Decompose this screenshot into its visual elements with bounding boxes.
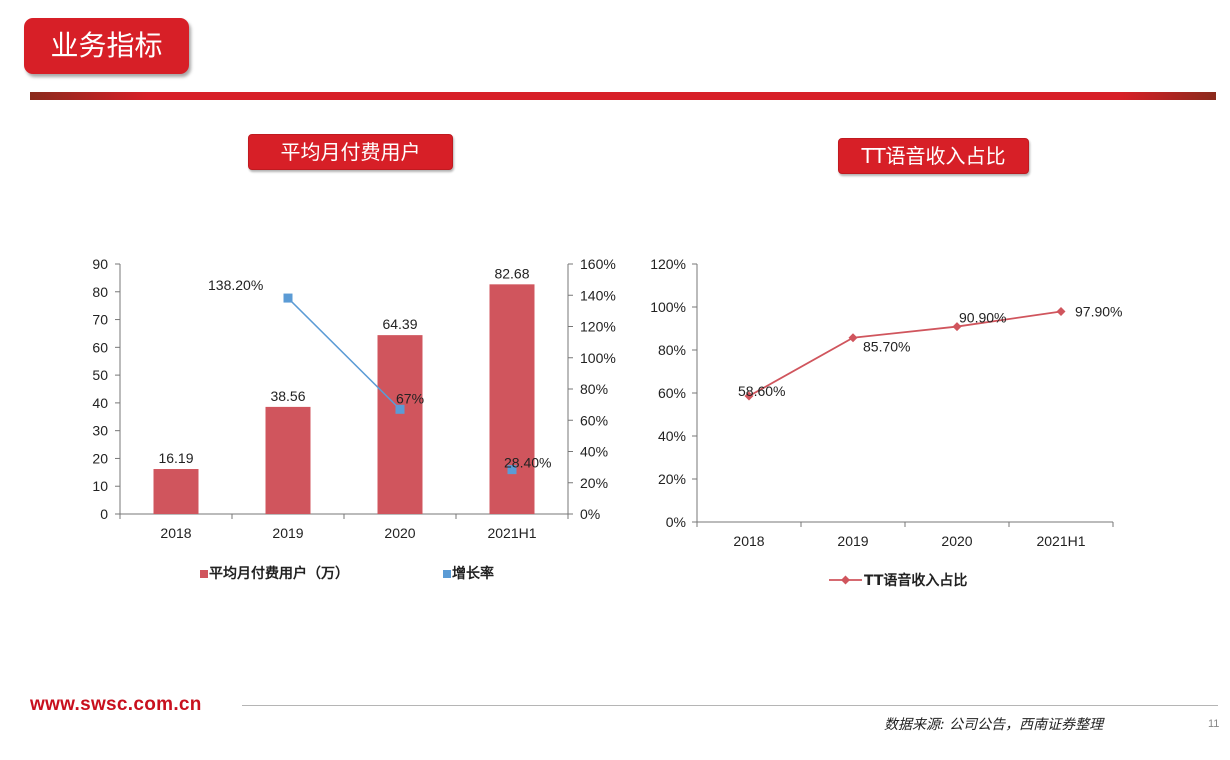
growth-line-segment — [287, 297, 401, 410]
title-rule — [30, 92, 1216, 100]
footer-website: www.swsc.com.cn — [30, 694, 202, 715]
chart-title-tag-ratio: TT语音收入占比 — [838, 138, 1029, 174]
bar-paying-users — [265, 406, 311, 514]
legend-swatch-growth — [443, 570, 451, 578]
ratio-data-label: 85.70% — [863, 339, 910, 355]
ratio-data-label: 90.90% — [959, 310, 1006, 326]
y-tick-label: 60% — [658, 385, 686, 401]
growth-data-label: 138.20% — [208, 277, 263, 293]
x-tick-label: 2018 — [733, 533, 764, 549]
x-tick-label: 2021H1 — [487, 525, 536, 541]
ratio-point — [744, 391, 754, 401]
y-tick-label: 80% — [658, 342, 686, 358]
y-left-tick-label: 10 — [92, 478, 108, 494]
page-title-box: 业务指标 — [24, 18, 189, 74]
x-tick-label: 2019 — [272, 525, 303, 541]
y-tick-label: 120% — [650, 256, 686, 272]
y-right-tick-label: 40% — [580, 444, 608, 460]
ratio-data-label: 97.90% — [1075, 304, 1122, 320]
legend-label-growth: 增长率 — [452, 565, 494, 582]
y-right-tick-label: 140% — [580, 287, 616, 303]
bar-data-label: 82.68 — [494, 265, 529, 281]
legend-label-bar: 平均月付费用户（万） — [209, 565, 349, 582]
y-right-tick-label: 100% — [580, 350, 616, 366]
y-left-tick-label: 80 — [92, 284, 108, 300]
x-tick-label: 2020 — [384, 525, 415, 541]
y-left-tick-label: 20 — [92, 450, 108, 466]
chart-title-tag-users: 平均月付费用户 — [248, 134, 453, 170]
y-right-tick-label: 80% — [580, 381, 608, 397]
bar-paying-users — [153, 469, 199, 514]
page-number: 11 — [1208, 718, 1220, 730]
chart-title-ratio: TT语音收入占比 — [861, 144, 1006, 168]
y-tick-label: 40% — [658, 428, 686, 444]
y-left-tick-label: 60 — [92, 339, 108, 355]
y-left-tick-label: 90 — [92, 256, 108, 272]
growth-point — [395, 404, 405, 414]
ratio-data-label: 58.60% — [738, 383, 785, 399]
ratio-line — [748, 310, 1062, 397]
growth-data-label: 28.40% — [504, 455, 551, 471]
y-left-tick-label: 0 — [100, 506, 108, 522]
y-right-tick-label: 160% — [580, 256, 616, 272]
x-tick-label: 2020 — [941, 533, 972, 549]
legend-label-ratio: TT语音收入占比 — [864, 572, 967, 589]
legend-swatch-marker — [841, 575, 850, 585]
bar-data-label: 16.19 — [158, 450, 193, 466]
ratio-point — [1056, 307, 1066, 317]
growth-data-label: 67% — [396, 390, 424, 406]
bar-paying-users — [489, 284, 535, 514]
y-tick-label: 20% — [658, 471, 686, 487]
y-left-tick-label: 40 — [92, 395, 108, 411]
y-left-tick-label: 70 — [92, 312, 108, 328]
ratio-point — [848, 333, 858, 343]
y-right-tick-label: 120% — [580, 319, 616, 335]
x-tick-label: 2021H1 — [1036, 533, 1085, 549]
bar-data-label: 64.39 — [382, 316, 417, 332]
y-right-tick-label: 20% — [580, 475, 608, 491]
chart-title-users: 平均月付费用户 — [280, 140, 421, 164]
legend-swatch-bar — [200, 570, 208, 578]
growth-point — [283, 293, 293, 303]
y-right-tick-label: 0% — [580, 506, 600, 522]
data-source-note: 数据来源: 公司公告，西南证券整理 — [884, 717, 1104, 733]
y-tick-label: 100% — [650, 299, 686, 315]
y-tick-label: 0% — [666, 514, 686, 530]
y-right-tick-label: 60% — [580, 412, 608, 428]
ratio-point — [952, 322, 962, 332]
y-left-tick-label: 50 — [92, 367, 108, 383]
footer-rule — [242, 705, 1218, 706]
growth-point — [507, 465, 517, 475]
x-tick-label: 2019 — [837, 533, 868, 549]
x-tick-label: 2018 — [160, 525, 191, 541]
bar-paying-users — [377, 335, 423, 514]
page-title: 业务指标 — [50, 29, 163, 62]
bar-data-label: 38.56 — [270, 388, 305, 404]
y-left-tick-label: 30 — [92, 423, 108, 439]
